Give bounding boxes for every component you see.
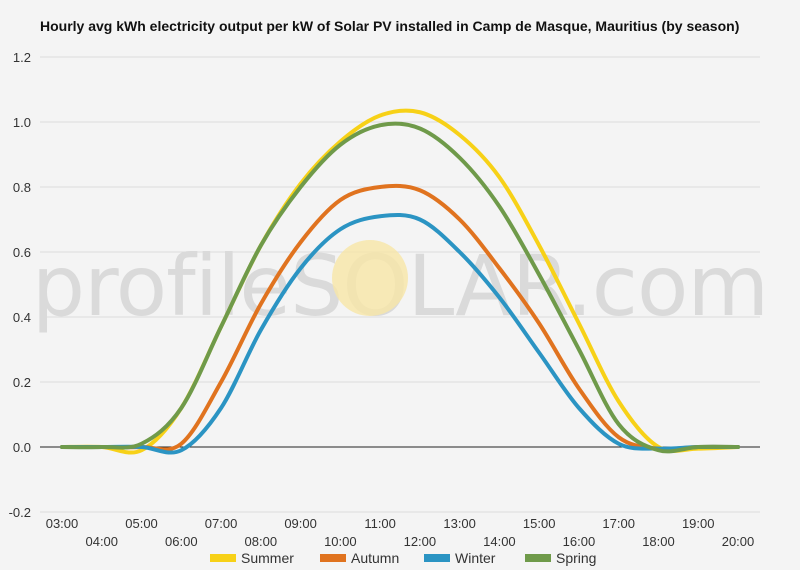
x-tick-label: 06:00: [165, 534, 198, 549]
y-tick-label: 1.2: [13, 50, 31, 65]
x-tick-label: 08:00: [245, 534, 278, 549]
x-tick-label: 04:00: [85, 534, 118, 549]
legend-label-autumn: Autumn: [351, 550, 399, 566]
y-tick-label: 0.8: [13, 180, 31, 195]
watermark-sun-icon: [332, 240, 408, 316]
legend: Summer Autumn Winter Spring: [210, 550, 596, 566]
x-tick-label: 17:00: [602, 516, 635, 531]
y-axis: 1.2 1.0 0.8 0.6 0.4 0.2 0.0 -0.2: [9, 50, 31, 520]
x-axis: 03:00 04:00 05:00 06:00 07:00 08:00 09:00 10:00…: [46, 516, 755, 549]
legend-label-summer: Summer: [241, 550, 294, 566]
x-tick-label: 11:00: [364, 516, 396, 531]
x-tick-label: 18:00: [642, 534, 675, 549]
series-group: [60, 108, 740, 455]
series-line-spring: [60, 121, 740, 454]
series-line-autumn: [60, 183, 740, 452]
y-tick-label: -0.2: [9, 505, 31, 520]
legend-swatch-summer: [210, 554, 236, 562]
y-tick-label: 0.4: [13, 310, 31, 325]
x-tick-label: 16:00: [563, 534, 596, 549]
y-tick-label: 0.2: [13, 375, 31, 390]
y-tick-label: 0.6: [13, 245, 31, 260]
x-tick-label: 03:00: [46, 516, 79, 531]
x-tick-label: 07:00: [205, 516, 238, 531]
y-tick-label: 0.0: [13, 440, 31, 455]
watermark: profileSOLAR.com: [32, 237, 769, 335]
x-tick-label: 15:00: [523, 516, 556, 531]
x-tick-label: 13:00: [443, 516, 476, 531]
x-tick-label: 09:00: [284, 516, 317, 531]
series-line-winter: [60, 212, 740, 455]
x-tick-label: 19:00: [682, 516, 715, 531]
legend-swatch-winter: [424, 554, 450, 562]
legend-label-spring: Spring: [556, 550, 596, 566]
legend-label-winter: Winter: [455, 550, 496, 566]
x-tick-label: 12:00: [404, 534, 437, 549]
chart-title: Hourly avg kWh electricity output per kW…: [40, 18, 740, 34]
y-tick-label: 1.0: [13, 115, 31, 130]
legend-swatch-autumn: [320, 554, 346, 562]
legend-swatch-spring: [525, 554, 551, 562]
x-tick-label: 05:00: [125, 516, 158, 531]
x-tick-label: 10:00: [324, 534, 357, 549]
x-tick-label: 14:00: [483, 534, 516, 549]
x-tick-label: 20:00: [722, 534, 755, 549]
